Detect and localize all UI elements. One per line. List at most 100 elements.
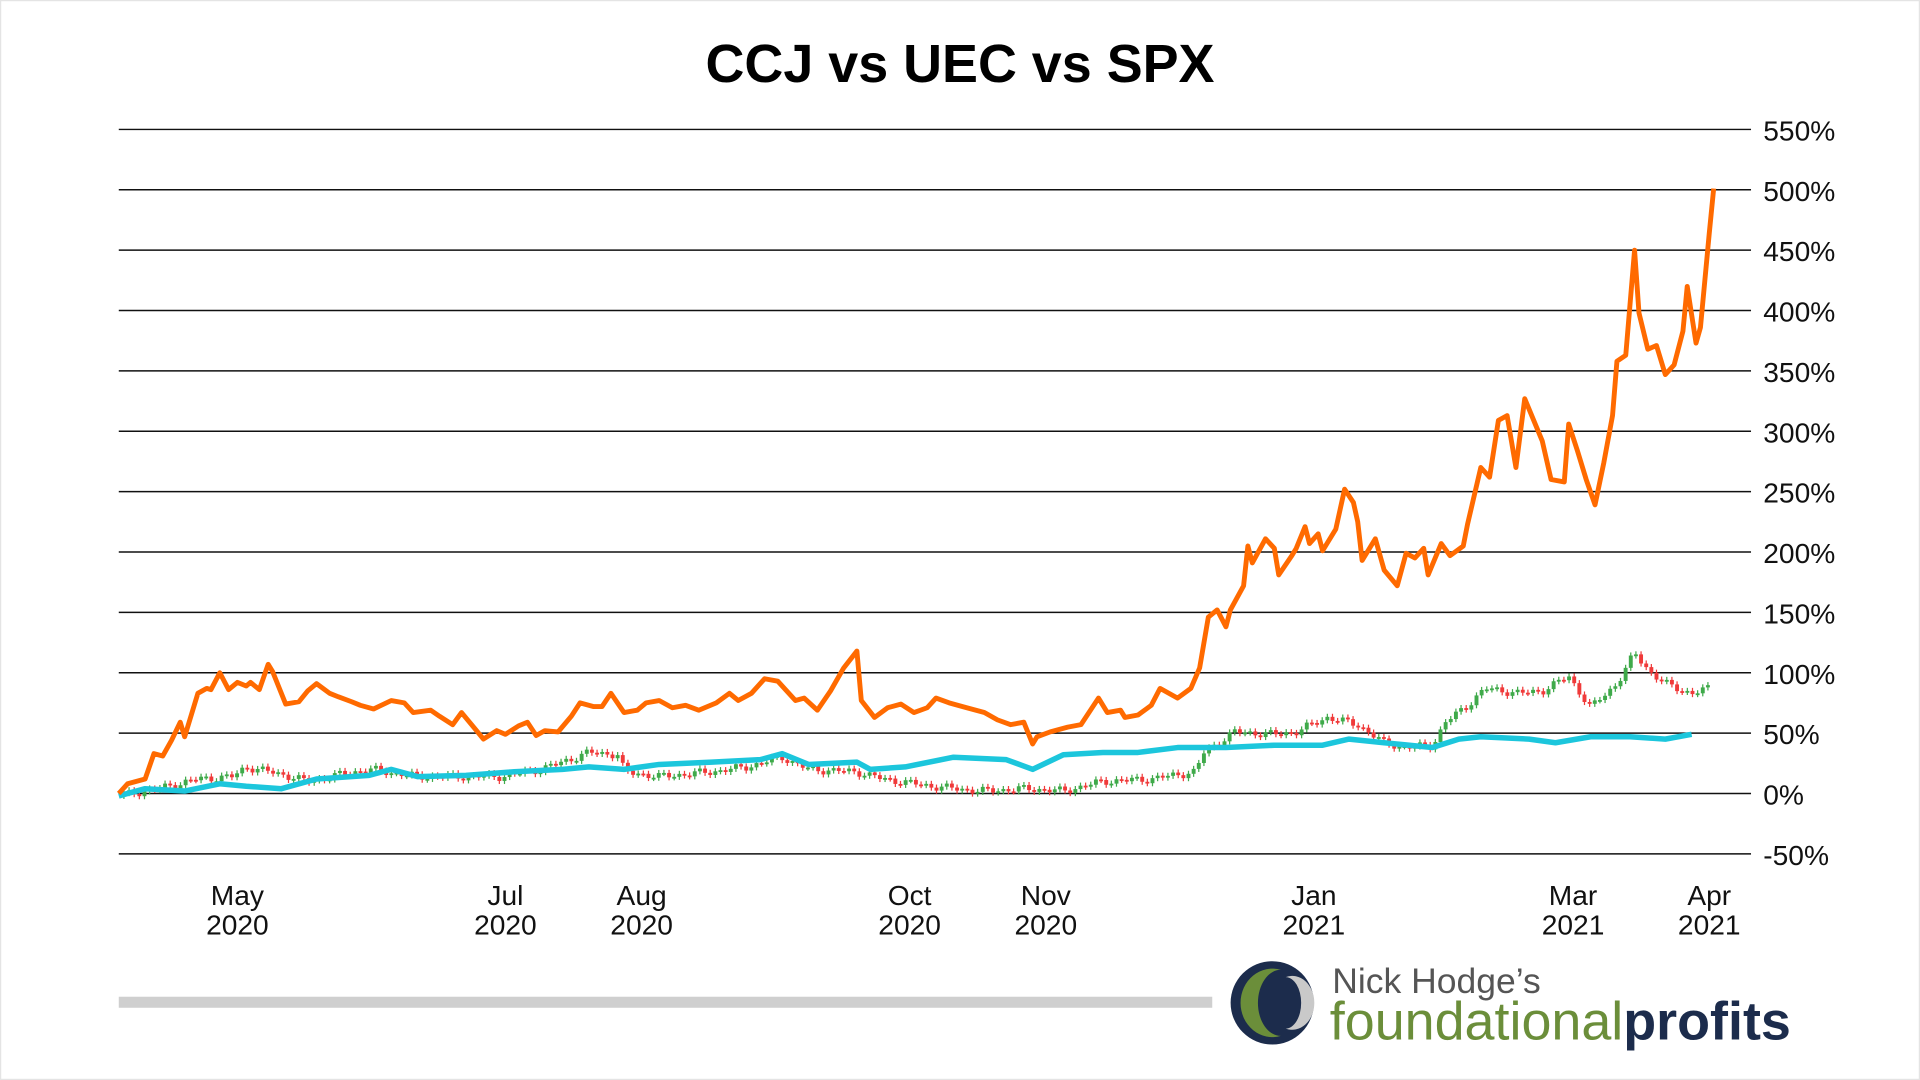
time-scrollbar[interactable] bbox=[118, 996, 1213, 1008]
ccj-candle-down bbox=[739, 764, 744, 767]
ccj-candle-up bbox=[867, 772, 872, 776]
ccj-candle-down bbox=[1500, 687, 1505, 693]
ccj-candle-down bbox=[841, 770, 846, 773]
ccj-candle-up bbox=[1268, 730, 1273, 733]
ccj-candle-down bbox=[610, 754, 615, 759]
ccj-candle-up bbox=[769, 756, 774, 763]
logo-highlight-icon bbox=[1285, 975, 1315, 1030]
ccj-candle-down bbox=[929, 783, 934, 788]
ccj-candle-down bbox=[949, 783, 954, 788]
ccj-candle-down bbox=[1392, 744, 1397, 749]
ccj-candle-up bbox=[1685, 690, 1690, 693]
ccj-candle-up bbox=[733, 764, 738, 769]
ccj-candle-down bbox=[1541, 691, 1546, 695]
ccj-candle-up bbox=[713, 771, 718, 775]
ccj-candle-down bbox=[1351, 719, 1356, 726]
ccj-candle-up bbox=[142, 791, 147, 797]
y-tick-label: 450% bbox=[1763, 236, 1835, 267]
ccj-candle-down bbox=[687, 775, 692, 778]
ccj-candle-up bbox=[1443, 722, 1448, 730]
ccj-candle-up bbox=[466, 776, 471, 781]
ccj-candle-down bbox=[1464, 708, 1469, 710]
y-tick-label: 300% bbox=[1763, 417, 1835, 448]
ccj-candle-up bbox=[337, 770, 342, 774]
ccj-candle-up bbox=[1459, 708, 1464, 712]
ccj-candle-up bbox=[291, 778, 296, 781]
ccj-candle-up bbox=[764, 762, 769, 765]
ccj-candle-up bbox=[368, 768, 373, 773]
ccj-candle-up bbox=[862, 775, 867, 778]
ccj-candle-down bbox=[1011, 791, 1016, 794]
y-tick-label: 100% bbox=[1763, 659, 1835, 690]
ccj-candle-up bbox=[1531, 689, 1536, 693]
logo-crescent-icon bbox=[1240, 968, 1281, 1038]
ccj-candle-up bbox=[924, 783, 929, 786]
y-tick-label: 400% bbox=[1763, 297, 1835, 328]
ccj-candle-up bbox=[1093, 779, 1098, 785]
ccj-candle-down bbox=[1536, 689, 1541, 692]
ccj-candle-down bbox=[898, 783, 903, 786]
ccj-candle-up bbox=[980, 786, 985, 792]
ccj-candle-up bbox=[425, 778, 430, 781]
ccj-candle-up bbox=[260, 766, 265, 769]
ccj-candle-up bbox=[1001, 789, 1006, 792]
x-tick-month: Apr bbox=[1687, 880, 1731, 911]
ccj-candle-up bbox=[1376, 737, 1381, 739]
ccj-candle-up bbox=[677, 773, 682, 777]
ccj-candle-up bbox=[1623, 667, 1628, 681]
ccj-candle-up bbox=[692, 771, 697, 777]
ccj-candle-down bbox=[497, 776, 502, 781]
ccj-candle-up bbox=[276, 772, 281, 775]
ccj-candle-down bbox=[1027, 785, 1032, 791]
gridlines bbox=[118, 128, 1752, 855]
ccj-candle-up bbox=[373, 765, 378, 769]
ccj-candle-down bbox=[415, 771, 420, 775]
ccj-candle-up bbox=[548, 763, 553, 766]
chart-title: CCJ vs UEC vs SPX bbox=[706, 34, 1215, 94]
ccj-candle-down bbox=[913, 779, 918, 785]
ccj-candle-down bbox=[1315, 722, 1320, 725]
ccj-candle-down bbox=[1680, 691, 1685, 693]
ccj-candle-up bbox=[1114, 779, 1119, 784]
title-spx: SPX bbox=[1107, 34, 1215, 94]
ccj-candle-up bbox=[939, 786, 944, 791]
y-tick-label: 250% bbox=[1763, 478, 1835, 509]
y-tick-label: 500% bbox=[1763, 176, 1835, 207]
ccj-candle-up bbox=[651, 777, 656, 780]
ccj-candle-up bbox=[1196, 762, 1201, 769]
ccj-candle-up bbox=[790, 760, 795, 763]
ccj-candle-up bbox=[1243, 732, 1248, 735]
ccj-candle-down bbox=[1669, 679, 1674, 685]
ccj-candle-down bbox=[1099, 779, 1104, 782]
y-tick-label: 550% bbox=[1763, 115, 1835, 146]
ccj-candle-up bbox=[1284, 732, 1289, 736]
ccj-candle-up bbox=[1628, 655, 1633, 668]
ccj-candle-up bbox=[178, 785, 183, 789]
ccj-candle-down bbox=[893, 778, 898, 784]
ccj-candle-up bbox=[224, 774, 229, 777]
x-tick-month: Aug bbox=[617, 880, 667, 911]
ccj-candle-up bbox=[960, 788, 965, 791]
ccj-candle-down bbox=[1237, 729, 1242, 734]
ccj-candle-down bbox=[286, 774, 291, 780]
ccj-candle-up bbox=[1556, 679, 1561, 682]
ccj-candle-down bbox=[1525, 692, 1530, 695]
ccj-candle-down bbox=[1258, 735, 1263, 738]
x-tick-year: 2021 bbox=[1283, 909, 1346, 940]
ccj-candle-up bbox=[163, 783, 168, 789]
ccj-candle-up bbox=[1088, 784, 1093, 787]
ccj-candle-down bbox=[631, 770, 636, 775]
ccj-candle-up bbox=[1613, 686, 1618, 689]
ccj-candle-down bbox=[1361, 727, 1366, 730]
ccj-candle-down bbox=[1639, 654, 1644, 664]
ccj-candle-down bbox=[1294, 732, 1299, 736]
ccj-candle-up bbox=[1633, 654, 1638, 657]
ccj-candle-down bbox=[877, 775, 882, 779]
ccj-candle-up bbox=[1222, 741, 1227, 746]
ccj-candle-down bbox=[271, 770, 276, 774]
x-axis: May2020Jul2020Aug2020Oct2020Nov2020Jan20… bbox=[206, 880, 1740, 940]
ccj-candle-up bbox=[1510, 692, 1515, 696]
ccj-candle-up bbox=[883, 777, 888, 780]
y-tick-label: 150% bbox=[1763, 598, 1835, 629]
